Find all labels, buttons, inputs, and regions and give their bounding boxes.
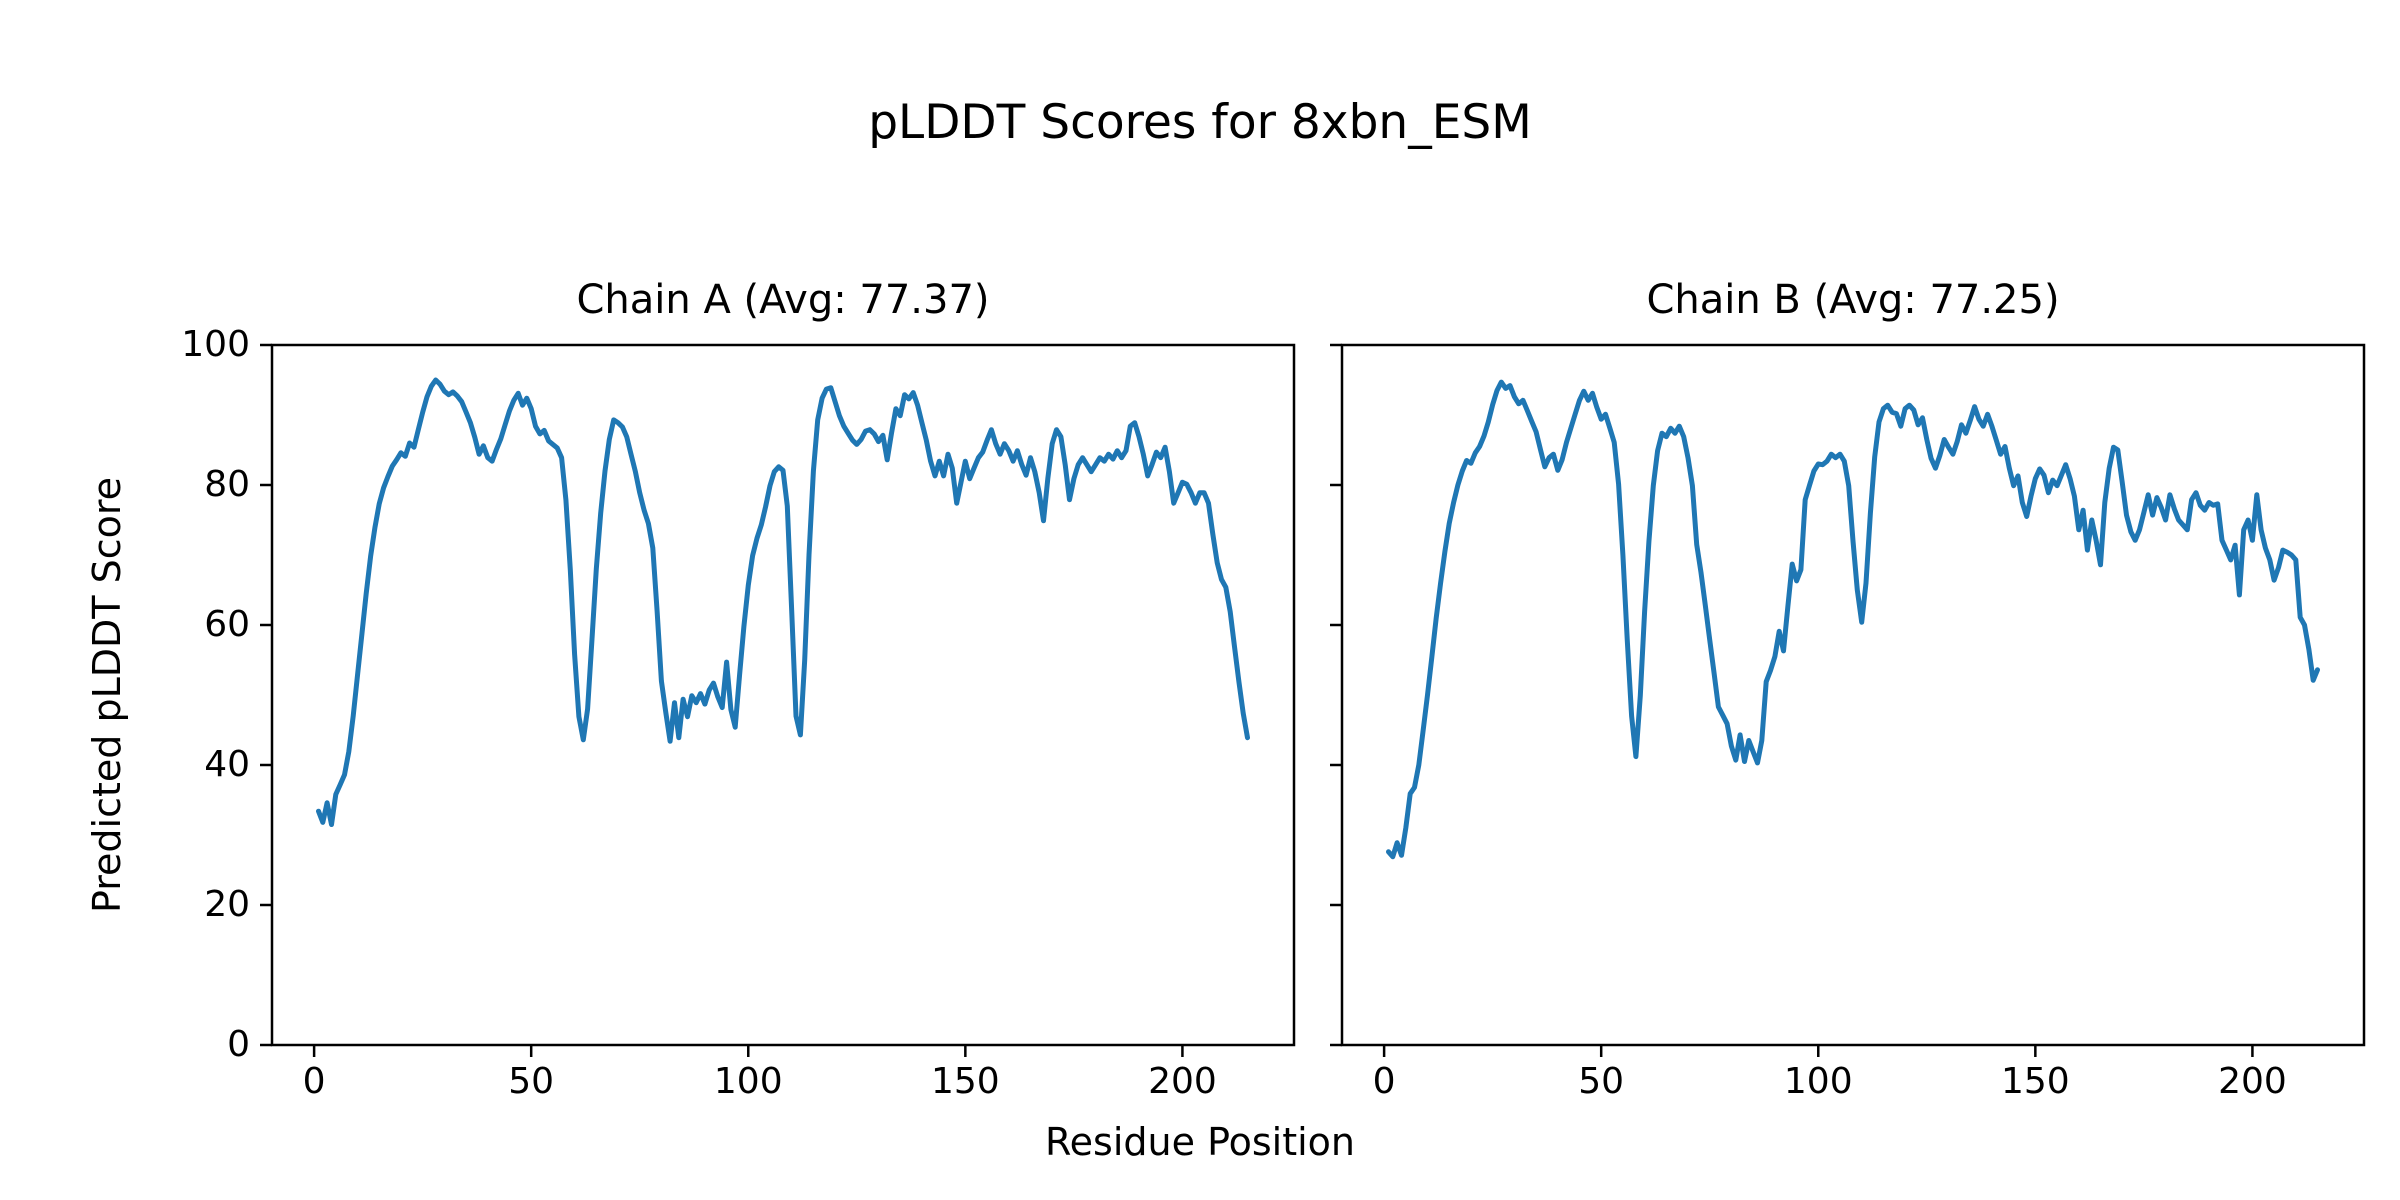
x-tick-label: 150 <box>930 1061 1000 1102</box>
chain-b-plot-title: Chain B (Avg: 77.25) <box>1646 277 2060 323</box>
chain-a-line-chart <box>260 343 1296 1057</box>
x-axis-label: Residue Position <box>1044 1120 1356 1164</box>
x-tick-label: 200 <box>2218 1061 2287 1102</box>
y-tick-label: 0 <box>227 1024 250 1065</box>
y-tick-label: 60 <box>204 604 250 645</box>
plddt-line-chain-b <box>1386 379 2320 860</box>
x-tick-label: 50 <box>1578 1061 1625 1102</box>
plddt-line-chain-a <box>316 377 1250 827</box>
x-tick-label: 100 <box>1783 1061 1853 1102</box>
y-tick-label: 80 <box>204 464 250 505</box>
y-axis-label: Predicted pLDDT Score <box>85 477 129 913</box>
axes-spines <box>270 343 1296 1047</box>
figure-title: pLDDT Scores for 8xbn_ESM <box>868 95 1532 150</box>
x-tick-label: 150 <box>2000 1061 2070 1102</box>
x-tick-label: 50 <box>508 1061 555 1102</box>
x-tick-label: 0 <box>1372 1061 1396 1102</box>
y-tick-label: 100 <box>181 324 250 365</box>
y-tick-label: 20 <box>204 884 250 925</box>
y-tick-label: 40 <box>204 744 250 785</box>
x-tick-label: 100 <box>713 1061 783 1102</box>
x-tick-label: 0 <box>302 1061 326 1102</box>
chain-a-plot-title: Chain A (Avg: 77.37) <box>576 277 990 323</box>
chain-b-line-chart <box>1330 343 2366 1057</box>
x-tick-label: 200 <box>1148 1061 1217 1102</box>
axes-spines <box>1340 343 2366 1047</box>
